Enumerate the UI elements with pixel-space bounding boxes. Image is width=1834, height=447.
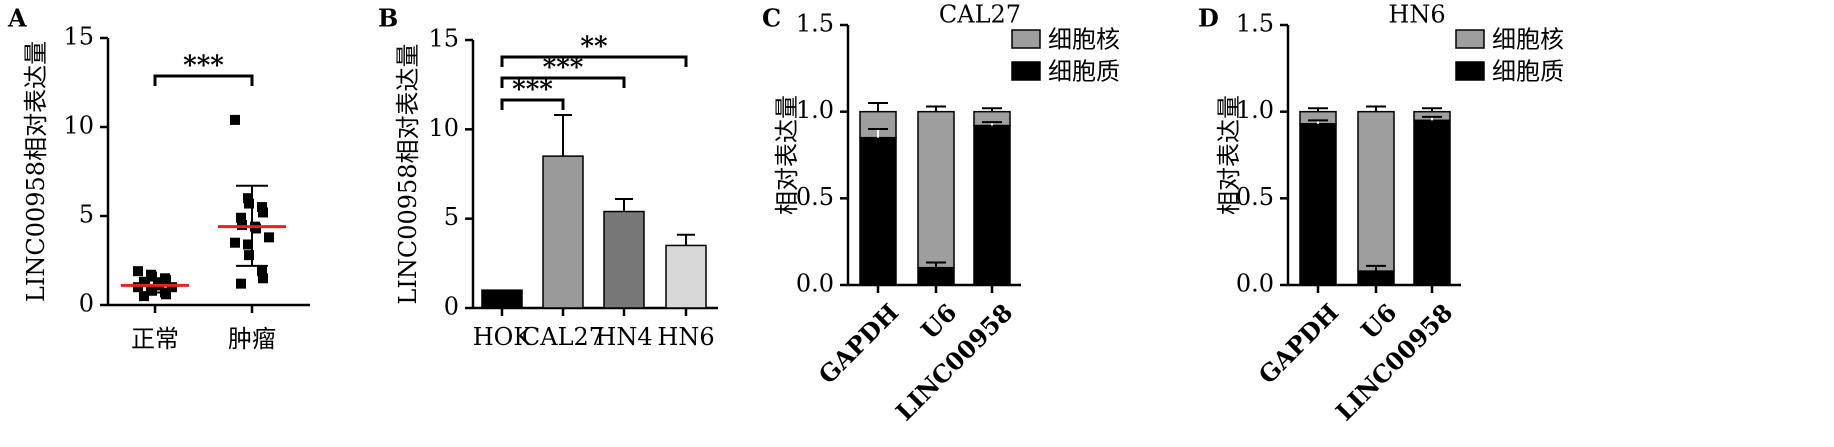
significance-label: *** <box>183 51 224 81</box>
x-tick-label: GAPDH <box>813 298 905 390</box>
data-point <box>243 193 253 204</box>
y-tick-label: 1.5 <box>796 10 834 38</box>
bar <box>603 210 645 309</box>
panel-letter-c: C <box>762 4 781 33</box>
data-point <box>161 275 171 286</box>
data-point <box>230 114 240 125</box>
bar <box>542 155 584 309</box>
y-axis-label: 相对表达量 <box>773 95 801 215</box>
y-tick-label: 15 <box>63 23 94 51</box>
data-point <box>258 207 268 218</box>
y-tick-label: 0.0 <box>796 270 834 298</box>
x-tick-label: HOK <box>473 323 533 351</box>
significance-label: *** <box>512 75 553 105</box>
data-point <box>243 239 253 250</box>
data-point <box>237 219 247 230</box>
significance-label: ** <box>580 32 608 62</box>
data-point <box>167 282 177 293</box>
significance-bracket <box>153 74 254 86</box>
stack-segment-cytoplasm <box>1299 123 1337 286</box>
stack-segment-cytoplasm <box>1413 119 1451 286</box>
stack-segment-cytoplasm <box>917 266 955 286</box>
data-point <box>147 271 157 282</box>
data-point <box>236 278 246 289</box>
stack-segment-cytoplasm <box>859 136 897 286</box>
legend-label: 细胞核 <box>1492 26 1564 54</box>
y-tick-label: 0 <box>444 293 459 321</box>
x-tick-label: CAL27 <box>522 323 604 351</box>
y-axis-label: 相对表达量 <box>1215 95 1243 215</box>
data-point <box>140 276 150 287</box>
x-tick-label: HN4 <box>595 323 652 351</box>
data-point <box>251 223 261 234</box>
chart-title: CAL27 <box>939 1 1021 29</box>
y-tick-label: 0.5 <box>796 183 834 211</box>
stack-segment-nucleus <box>917 110 955 269</box>
significance-bracket <box>500 55 688 67</box>
data-point <box>257 266 267 277</box>
y-tick-label: 5 <box>444 203 459 231</box>
legend-swatch <box>1455 61 1485 81</box>
legend-label: 细胞质 <box>1492 58 1564 86</box>
x-tick-label: GAPDH <box>1253 298 1345 390</box>
significance-bracket <box>500 98 565 110</box>
data-point <box>244 198 254 209</box>
y-axis-label: LINC00958相对表达量 <box>22 41 50 302</box>
bar <box>665 244 707 309</box>
bar <box>481 289 523 309</box>
y-tick-label: 10 <box>63 112 94 140</box>
y-tick-label: 1.5 <box>1236 10 1274 38</box>
panel-letter-b: B <box>378 4 398 33</box>
y-tick-label: 10 <box>428 114 459 142</box>
x-tick-label: HN6 <box>657 323 714 351</box>
data-point <box>258 273 268 284</box>
y-tick-label: 5 <box>79 201 94 229</box>
data-point <box>139 291 149 302</box>
panel-letter-a: A <box>7 4 27 33</box>
legend-label: 细胞质 <box>1048 58 1120 86</box>
y-tick-label: 1.0 <box>796 96 834 124</box>
x-tick-label: 正常 <box>131 325 179 353</box>
data-point <box>230 237 240 248</box>
significance-bracket <box>500 76 626 88</box>
data-point <box>236 212 246 223</box>
x-tick-label: U6 <box>1355 298 1402 345</box>
legend-swatch <box>1011 61 1041 81</box>
data-point <box>161 289 171 300</box>
y-tick-label: 1.0 <box>1236 96 1274 124</box>
y-tick-label: 0.0 <box>1236 270 1274 298</box>
data-point <box>133 282 143 293</box>
y-axis-label: LINC00958相对表达量 <box>394 43 422 304</box>
stack-segment-nucleus <box>1357 110 1395 272</box>
legend-swatch <box>1011 29 1041 49</box>
y-tick-label: 15 <box>428 25 459 53</box>
y-tick-label: 0.5 <box>1236 183 1274 211</box>
stack-segment-cytoplasm <box>1357 270 1395 286</box>
stack-segment-cytoplasm <box>973 124 1011 286</box>
data-point <box>264 232 274 243</box>
y-tick-label: 0 <box>79 290 94 318</box>
legend-swatch <box>1455 29 1485 49</box>
data-point <box>147 285 157 296</box>
x-tick-label: 肿瘤 <box>228 325 276 353</box>
panel-letter-d: D <box>1198 4 1219 33</box>
legend-label: 细胞核 <box>1048 26 1120 54</box>
data-point <box>133 266 143 277</box>
chart-title: HN6 <box>1388 1 1445 29</box>
x-tick-label: U6 <box>915 298 962 345</box>
data-point <box>244 250 254 261</box>
data-point <box>257 202 267 213</box>
